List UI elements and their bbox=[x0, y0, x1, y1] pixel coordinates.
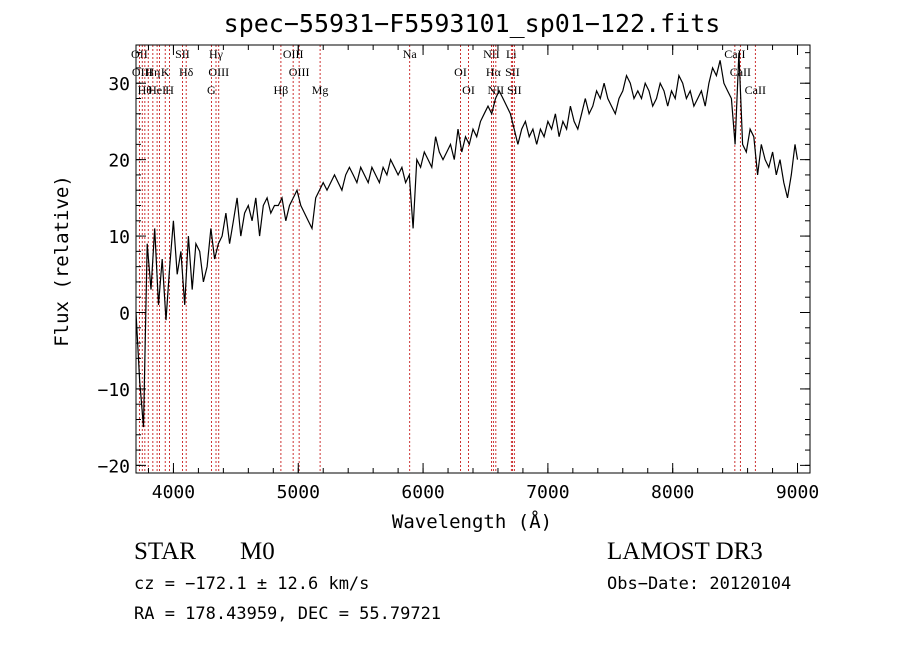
line-label: Na bbox=[403, 47, 418, 61]
line-label: Hη bbox=[145, 65, 160, 79]
y-tick-label: 20 bbox=[108, 151, 130, 172]
line-label: OII bbox=[131, 47, 148, 61]
x-tick-label: 9000 bbox=[776, 482, 819, 503]
object-class: STAR bbox=[134, 538, 196, 565]
y-tick-label: 30 bbox=[108, 74, 130, 95]
line-label: K bbox=[161, 65, 170, 79]
line-label: OIII bbox=[208, 65, 229, 79]
line-label: SII bbox=[507, 83, 522, 97]
line-label: Li bbox=[506, 47, 517, 61]
line-label: SII bbox=[505, 65, 520, 79]
observation-date: Obs−Date: 20120104 bbox=[607, 574, 792, 594]
line-label: Hδ bbox=[179, 65, 194, 79]
spectral-line-markers: OIIOIIIHθHηHeIKHSIIHδGHγOIIIHβOIIIOIIIMg… bbox=[131, 45, 766, 473]
line-label: CaII bbox=[730, 65, 751, 79]
line-label: Mg bbox=[312, 83, 329, 97]
object-subclass: M0 bbox=[240, 538, 275, 565]
y-axis-label: Flux (relative) bbox=[51, 175, 73, 347]
line-label: CaII bbox=[745, 83, 766, 97]
line-label: Hθ bbox=[138, 83, 153, 97]
spectrum-line bbox=[135, 52, 799, 428]
y-tick-label: −20 bbox=[97, 456, 130, 477]
x-axis-label: Wavelength (Å) bbox=[392, 510, 552, 533]
line-label: SII bbox=[175, 47, 190, 61]
line-label: HeI bbox=[148, 83, 166, 97]
x-tick-label: 8000 bbox=[651, 482, 694, 503]
x-tick-label: 5000 bbox=[277, 482, 320, 503]
line-label: Hγ bbox=[209, 47, 224, 61]
line-label: H bbox=[165, 83, 174, 97]
x-tick-label: 6000 bbox=[401, 482, 444, 503]
line-label: Hβ bbox=[274, 83, 289, 97]
survey-name: LAMOST DR3 bbox=[607, 538, 763, 565]
redshift-velocity: cz = −172.1 ± 12.6 km/s bbox=[134, 574, 370, 594]
axis-ticks: 4000 5000 6000 7000 8000 9000 −20 −10 0 10 20 30 bbox=[97, 45, 819, 503]
line-label: OI bbox=[462, 83, 475, 97]
line-label: CaII bbox=[724, 47, 745, 61]
plot-frame bbox=[135, 44, 811, 474]
line-label: NII bbox=[483, 47, 500, 61]
x-tick-label: 4000 bbox=[152, 482, 195, 503]
x-tick-label: 7000 bbox=[526, 482, 569, 503]
y-tick-label: 10 bbox=[108, 227, 130, 248]
y-tick-label: −10 bbox=[97, 380, 130, 401]
sky-coordinates: RA = 178.43959, DEC = 55.79721 bbox=[134, 604, 442, 624]
line-label: OIII bbox=[283, 47, 304, 61]
line-label: G bbox=[207, 83, 216, 97]
chart-title: spec−55931−F5593101_sp01−122.fits bbox=[224, 9, 721, 38]
line-label: OIII bbox=[132, 65, 153, 79]
line-label: OIII bbox=[289, 65, 310, 79]
y-tick-label: 0 bbox=[119, 304, 130, 325]
line-label: Hα bbox=[486, 65, 502, 79]
line-label: OI bbox=[454, 65, 467, 79]
